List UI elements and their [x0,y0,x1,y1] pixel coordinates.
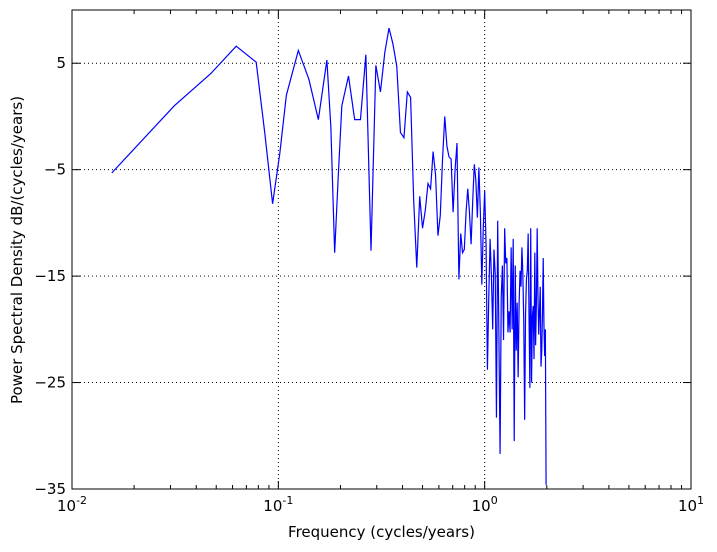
y-tick-label: 5 [56,54,66,72]
series-layer [111,27,547,485]
x-tick-label: 10-2 [57,494,87,515]
y-axis-label: Power Spectral Density dB/(cycles/years) [8,96,26,404]
ticks [71,10,692,490]
y-tick-label: −25 [34,374,66,392]
x-tick-label: 100 [472,494,498,515]
y-tick-label: −5 [44,161,66,179]
y-tick-labels: 5 −5 −15 −25 −35 [34,54,66,498]
y-tick-label: −15 [34,267,66,285]
psd-series-line [111,27,547,485]
y-tick-label: −35 [34,480,66,498]
x-tick-labels: 10-2 10-1 100 101 [57,494,704,515]
x-axis-label: Frequency (cycles/years) [288,523,475,541]
plot-frame [71,9,692,490]
x-tick-label: 10-1 [263,494,293,515]
x-tick-label: 101 [678,494,704,515]
